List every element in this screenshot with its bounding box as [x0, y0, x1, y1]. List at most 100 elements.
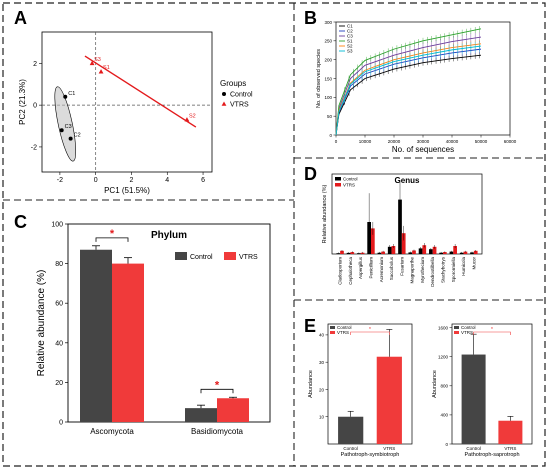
legend-vtrs-label: VTRS [461, 330, 473, 335]
figure-border [2, 2, 546, 467]
legend-vtrs-marker [221, 101, 227, 106]
y-tick-label: 200 [324, 57, 332, 62]
legend-label: C3 [347, 34, 353, 39]
significance-bracket [95, 237, 129, 242]
legend-control-swatch [330, 326, 335, 329]
x-tick-label: VTRS [383, 446, 395, 451]
bar-vtrs [350, 252, 355, 254]
panel-e-letter: E [304, 316, 316, 336]
x-tick-label: VTRS [504, 446, 516, 451]
x-tick-label: Myrothecium [420, 257, 425, 283]
y-tick-label: 0 [329, 133, 332, 138]
x-tick-label: Cephalotheca [348, 257, 353, 285]
legend-control-marker [222, 92, 226, 96]
legend-vtrs-label: VTRS [337, 330, 349, 335]
point-label: S2 [189, 113, 196, 119]
x-axis-label: Pathotroph-saprotroph [464, 452, 519, 458]
x-tick-label: Magnaporthe [410, 257, 415, 284]
panel-b-rarefaction-plot: 0 10000 20000 30000 40000 50000 60000 0 50 100 150… [316, 20, 517, 154]
x-tick-label: 60000 [504, 139, 517, 144]
y-tick-label: 60 [55, 301, 63, 308]
y-axis-label: Relative abundance (%) [36, 270, 47, 377]
legend-label: C2 [347, 29, 353, 34]
y-tick-label: 20 [319, 387, 325, 392]
y-tick-label: 50 [327, 114, 333, 119]
y-axis-label: Relative abundance (%) [322, 184, 328, 243]
bar-control [418, 248, 423, 254]
bar-vtrs [412, 250, 416, 254]
point-label: C2 [74, 133, 81, 139]
bar-control [387, 246, 392, 254]
y-tick-label: 20 [55, 380, 63, 387]
bar-vtrs [381, 251, 385, 254]
legend-label: S3 [347, 49, 353, 54]
legend-vtrs-label: VTRS [239, 254, 258, 261]
x-tick-label: Humicola [461, 257, 466, 276]
figure: A B C D E -2 0 2 4 6 2 0 -2 PC1 (51.5%) PC2 (21.3… [2, 2, 546, 467]
y-tick-label: 300 [324, 20, 332, 25]
significance-marker: * [110, 228, 115, 240]
panel-d-letter: D [304, 164, 317, 184]
x-tick-label: Cladosporium [338, 257, 343, 285]
legend-vtrs-label: VTRS [230, 102, 249, 109]
vtrs-point [184, 117, 190, 122]
legend-control-label: Control [190, 254, 213, 261]
x-tick-label: -2 [57, 177, 63, 184]
control-point [59, 128, 64, 133]
x-tick-label: 0 [94, 177, 98, 184]
y-tick-label: 40 [319, 333, 325, 338]
x-tick-label: 40000 [446, 139, 459, 144]
y-tick-label: 10 [319, 415, 325, 420]
x-tick-label: 20000 [388, 139, 401, 144]
panel-c-phylum-bar-chart: Phylum 0 20 40 60 80 100 Relative abundance (%)… [36, 222, 271, 436]
control-point [68, 136, 73, 141]
panel-b-letter: B [304, 8, 317, 28]
y-tick-label: 2 [33, 61, 37, 68]
bar-vtrs [401, 233, 406, 254]
legend-vtrs-label: VTRS [343, 182, 355, 187]
y-axis-label: No. of observed species [316, 49, 322, 108]
y-tick-label: 100 [324, 95, 332, 100]
legend-label: S1 [347, 39, 353, 44]
bar-vtrs [376, 356, 402, 444]
x-tick-label: Fusarium [399, 257, 404, 276]
y-tick-label: 100 [51, 222, 63, 229]
bar-vtrs [498, 420, 523, 444]
legend-vtrs-swatch [330, 331, 335, 334]
bar-vtrs [443, 252, 447, 254]
bar-vtrs [340, 250, 344, 254]
x-tick-label: 50000 [475, 139, 488, 144]
bar-control [80, 249, 112, 422]
bar-vtrs [422, 245, 427, 254]
panel-d-genus-bar-chart: Genus Relative abundance (%) Cladosporium C… [322, 173, 483, 287]
x-tick-label: 0 [335, 139, 338, 144]
y-axis-label: Abundance [308, 370, 314, 398]
bar-control [449, 251, 454, 254]
y-tick-label: 0 [33, 103, 37, 110]
legend-vtrs-swatch [224, 252, 236, 260]
x-tick-label: Mucor [471, 257, 476, 270]
vtrs-point [98, 69, 104, 74]
bar-vtrs [371, 228, 375, 254]
chart-title: Phylum [151, 230, 187, 241]
point-label: C1 [68, 91, 75, 97]
bar-vtrs [391, 246, 396, 254]
control-point [63, 94, 68, 99]
x-axis-label: Pathotroph-symbiotroph [341, 452, 400, 458]
significance-bracket [473, 331, 511, 335]
y-axis-label: PC2 (21.3%) [18, 79, 27, 125]
x-tick-label: Acremonium [379, 257, 384, 283]
legend-control-label: Control [230, 92, 253, 99]
y-tick-label: 0 [445, 442, 448, 447]
bar-vtrs [112, 263, 144, 422]
x-tick-label: 10000 [359, 139, 372, 144]
y-tick-label: 400 [440, 413, 448, 418]
point-label: S3 [94, 57, 101, 63]
legend-title: Groups [220, 79, 246, 88]
x-tick-label: Dendrostilbella [430, 257, 435, 287]
significance-marker: * [215, 379, 220, 391]
y-tick-label: 80 [55, 261, 63, 268]
